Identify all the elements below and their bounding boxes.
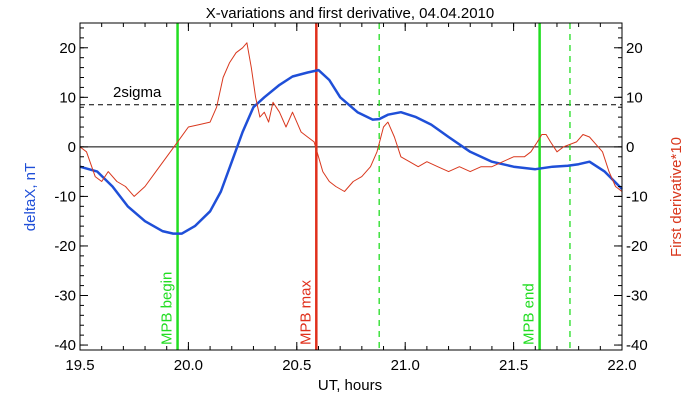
y-tick-label-left-6: 20 bbox=[59, 40, 76, 57]
y-tick-label-left-4: 0 bbox=[68, 139, 76, 156]
series-line-deltax bbox=[79, 68, 623, 235]
marker-label-1: MPB max bbox=[297, 279, 314, 345]
marker-label-0: MPB begin bbox=[159, 272, 176, 345]
y-tick-label-left-0: -40 bbox=[54, 337, 76, 354]
x-tick-label-4: 21.5 bbox=[499, 357, 528, 374]
y-tick-label-right-3: -10 bbox=[626, 188, 648, 205]
y-tick-label-right-0: -40 bbox=[626, 337, 648, 354]
y-tick-label-right-2: -20 bbox=[626, 238, 648, 255]
y-axis-left-label: deltaX, nT bbox=[22, 163, 39, 231]
threshold-label: 2sigma bbox=[113, 84, 162, 101]
y-tick-label-right-6: 20 bbox=[626, 40, 643, 57]
x-tick-label-3: 21.0 bbox=[391, 357, 420, 374]
x-axis-label: UT, hours bbox=[318, 377, 382, 394]
marker-label-3: MPB end bbox=[521, 283, 538, 345]
y-tick-label-left-1: -30 bbox=[54, 288, 76, 305]
y-tick-label-right-4: 0 bbox=[626, 139, 634, 156]
series-line-derivative bbox=[79, 42, 623, 197]
y-tick-label-right-5: 10 bbox=[626, 89, 643, 106]
y-tick-label-right-1: -30 bbox=[626, 288, 648, 305]
y-tick-label-left-3: -10 bbox=[54, 188, 76, 205]
y-axis-right-label: First derivative*10 bbox=[668, 137, 685, 257]
x-tick-label-5: 22.0 bbox=[607, 357, 636, 374]
y-tick-label-left-2: -20 bbox=[54, 238, 76, 255]
x-tick-label-2: 20.5 bbox=[282, 357, 311, 374]
chart-title: X-variations and first derivative, 04.04… bbox=[206, 5, 495, 22]
x-tick-label-0: 19.5 bbox=[65, 357, 94, 374]
y-tick-label-left-5: 10 bbox=[59, 89, 76, 106]
plot-area: 2sigma MPB begin MPB max MPB end 19.5 20.0 20.… bbox=[54, 22, 648, 374]
x-tick-label-1: 20.0 bbox=[174, 357, 203, 374]
